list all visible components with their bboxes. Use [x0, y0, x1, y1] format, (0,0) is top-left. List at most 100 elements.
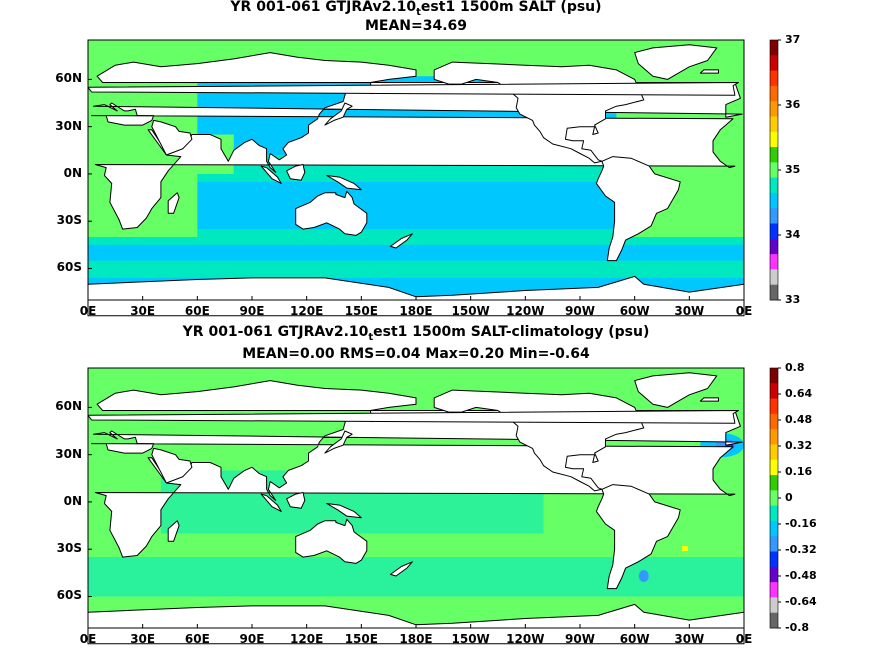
panel1-colorbar	[769, 39, 781, 301]
colorbar-tick-label: 0.48	[785, 413, 813, 426]
x-tick-label: 30W	[674, 632, 705, 646]
colorbar-segment	[770, 269, 778, 286]
panel2-map	[87, 367, 745, 645]
colorbar-segment	[770, 40, 778, 56]
land-arabia-extra	[151, 447, 193, 484]
x-tick-label: 90W	[565, 632, 595, 646]
colorbar-segment	[770, 597, 778, 614]
land-japan	[324, 102, 353, 126]
salinity-band-southern	[88, 229, 744, 245]
colorbar-segment	[770, 116, 778, 133]
x-tick-label: 150W	[451, 632, 490, 646]
x-tick-label: 0E	[79, 632, 97, 646]
x-tick-label: 30W	[674, 304, 705, 318]
land-new-guinea	[326, 175, 362, 191]
x-tick-label: 120E	[290, 304, 324, 318]
panel2-colorbar	[769, 367, 781, 629]
x-tick-label: 0E	[735, 632, 753, 646]
colorbar-tick-label: 36	[785, 98, 801, 111]
colorbar-segment	[770, 551, 778, 568]
x-tick-label: 150W	[451, 304, 490, 318]
x-tick-label: 180E	[399, 632, 433, 646]
x-tick-label: 120E	[290, 632, 324, 646]
panel2-subtitle: MEAN=0.00 RMS=0.04 Max=0.20 Min=-0.64	[242, 346, 590, 362]
colorbar-segment	[770, 475, 778, 491]
y-tick-label: 0N	[63, 493, 82, 508]
colorbar-segment	[770, 192, 778, 209]
colorbar-segment	[770, 520, 778, 537]
colorbar-segment	[770, 147, 778, 163]
x-tick-label: 120W	[506, 632, 545, 646]
colorbar-segment	[770, 284, 778, 301]
colorbar-segment	[770, 208, 778, 225]
colorbar-tick-label: -0.8	[785, 621, 810, 634]
land-new-zealand	[390, 233, 413, 249]
y-tick-label: 0N	[63, 165, 82, 180]
land-borneo	[286, 164, 306, 181]
colorbar-segment	[770, 398, 778, 415]
colorbar-segment	[770, 223, 778, 240]
land-iceland	[699, 397, 719, 402]
colorbar-segment	[770, 505, 778, 522]
colorbar-tick-label: 0.64	[785, 387, 813, 400]
land-south-america	[595, 484, 681, 590]
land-arabia-extra	[151, 119, 193, 156]
colorbar-segment	[770, 413, 778, 430]
salinity-band-antarctic	[88, 260, 744, 278]
colorbar-segment	[770, 429, 778, 445]
y-tick-label: 60S	[56, 588, 82, 603]
x-tick-label: 90W	[565, 304, 595, 318]
colorbar-segment	[770, 85, 778, 102]
land-new-guinea	[326, 503, 362, 519]
colorbar-segment	[770, 383, 778, 400]
colorbar-tick-label: 0	[785, 491, 793, 504]
anomaly-falklands-low	[638, 570, 649, 582]
x-tick-label: 120W	[506, 304, 545, 318]
panel1-subtitle: MEAN=34.69	[364, 18, 468, 34]
x-tick-label: 60W	[619, 304, 650, 318]
x-tick-label: 0E	[79, 304, 97, 318]
x-tick-label: 150E	[344, 304, 378, 318]
y-tick-label: 30S	[56, 541, 82, 556]
land-uk	[87, 82, 739, 96]
colorbar-segment	[770, 254, 778, 270]
colorbar-tick-label: -0.48	[785, 569, 817, 582]
x-tick-label: 60E	[184, 304, 210, 318]
colorbar-tick-label: -0.32	[785, 543, 817, 556]
x-tick-label: 150E	[344, 632, 378, 646]
panel1-title: YR 001-061 GTJRAv2.10test1 1500m SALT (p…	[230, 0, 602, 18]
colorbar-segment	[770, 566, 778, 583]
land-japan	[324, 430, 353, 454]
colorbar-segment	[770, 536, 778, 553]
y-tick-label: 60N	[55, 399, 82, 414]
colorbar-tick-label: 33	[785, 293, 801, 306]
colorbar-segment	[770, 459, 778, 476]
x-tick-label: 30E	[130, 632, 156, 646]
land-south-america	[595, 156, 681, 262]
colorbar-segment	[770, 612, 778, 629]
colorbar-tick-label: 34	[785, 228, 801, 241]
x-tick-label: 60W	[619, 632, 650, 646]
panel2-title: YR 001-061 GTJRAv2.10test1 1500m SALT-cl…	[182, 324, 650, 343]
x-tick-label: 60E	[184, 632, 210, 646]
colorbar-segment	[770, 101, 778, 117]
colorbar-segment	[770, 70, 778, 87]
colorbar-segment	[770, 368, 778, 384]
x-tick-label: 90E	[239, 632, 265, 646]
colorbar-tick-label: -0.64	[785, 595, 817, 608]
land-sumatra	[260, 165, 282, 184]
y-tick-label: 30N	[55, 118, 82, 133]
x-tick-label: 90E	[239, 304, 265, 318]
land-sumatra	[260, 493, 282, 512]
land-madagascar	[167, 192, 180, 214]
colorbar-tick-label: -0.16	[785, 517, 817, 530]
land-australia	[295, 190, 368, 236]
x-tick-label: 0E	[735, 304, 753, 318]
colorbar-tick-label: 37	[785, 33, 801, 46]
panel1-map	[87, 39, 745, 317]
land-iceland	[699, 69, 719, 74]
land-madagascar	[167, 520, 180, 542]
x-tick-label: 30E	[130, 304, 156, 318]
colorbar-segment	[770, 444, 778, 461]
